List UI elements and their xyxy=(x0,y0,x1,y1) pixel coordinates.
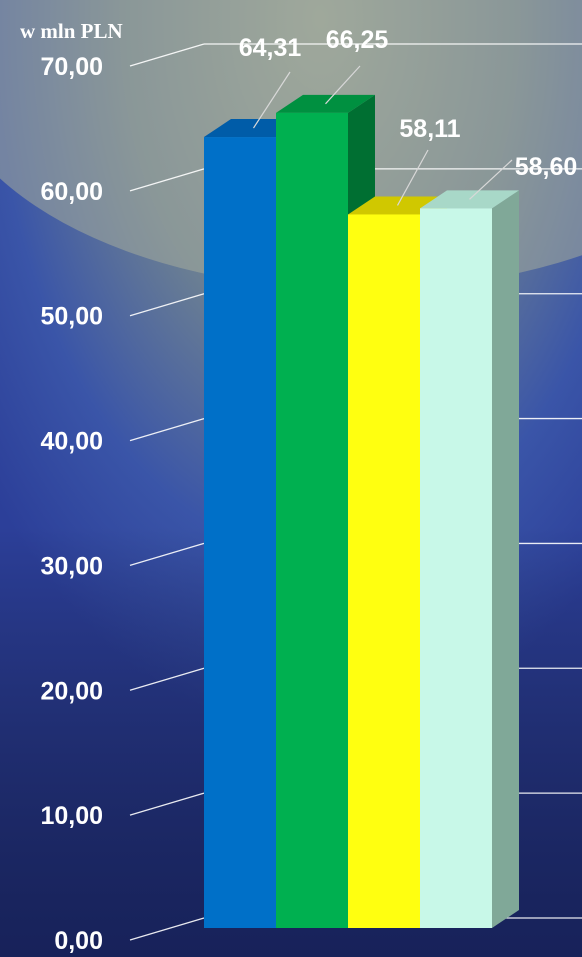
label-leader-line xyxy=(325,65,361,105)
bars xyxy=(204,94,519,929)
bar xyxy=(420,190,519,928)
gridline-diagonal xyxy=(129,293,205,317)
bar-front xyxy=(204,137,276,929)
bar-front xyxy=(420,208,492,928)
label-leader-line xyxy=(252,71,291,129)
gridline-diagonal xyxy=(129,168,205,192)
gridline-diagonal xyxy=(129,43,205,67)
label-leaders xyxy=(252,65,513,206)
y-tick-label: 70,00 xyxy=(40,53,103,81)
bar-value-label: 58,11 xyxy=(399,115,460,143)
y-tick-label: 30,00 xyxy=(40,552,103,580)
label-leader-line xyxy=(469,159,513,200)
bar-side xyxy=(492,190,519,928)
bar-front xyxy=(276,112,348,929)
gridline-diagonal xyxy=(129,917,205,941)
y-tick-label: 60,00 xyxy=(40,178,103,206)
y-tick-label: 0,00 xyxy=(54,927,103,955)
y-axis-unit-label: w mln PLN xyxy=(20,19,123,43)
bar-value-label: 58,60 xyxy=(515,153,578,181)
gridline-diagonal xyxy=(129,667,205,691)
y-tick-label: 50,00 xyxy=(40,303,103,331)
gridline-diagonal xyxy=(129,417,205,442)
label-leader-line xyxy=(396,149,429,206)
gridline-diagonal xyxy=(129,792,205,816)
bar-front xyxy=(348,214,420,928)
gridline-diagonal xyxy=(129,542,205,567)
labels: 0,00 10,00 20,00 30,00 40,00 50,00 60,00 70,00 w… xyxy=(20,19,577,955)
y-tick-label: 10,00 xyxy=(40,802,103,830)
y-tick-label: 20,00 xyxy=(40,677,103,705)
y-tick-label: 40,00 xyxy=(40,428,103,456)
bar-value-label: 66,25 xyxy=(326,26,389,54)
bar-value-label: 64,31 xyxy=(239,34,302,62)
